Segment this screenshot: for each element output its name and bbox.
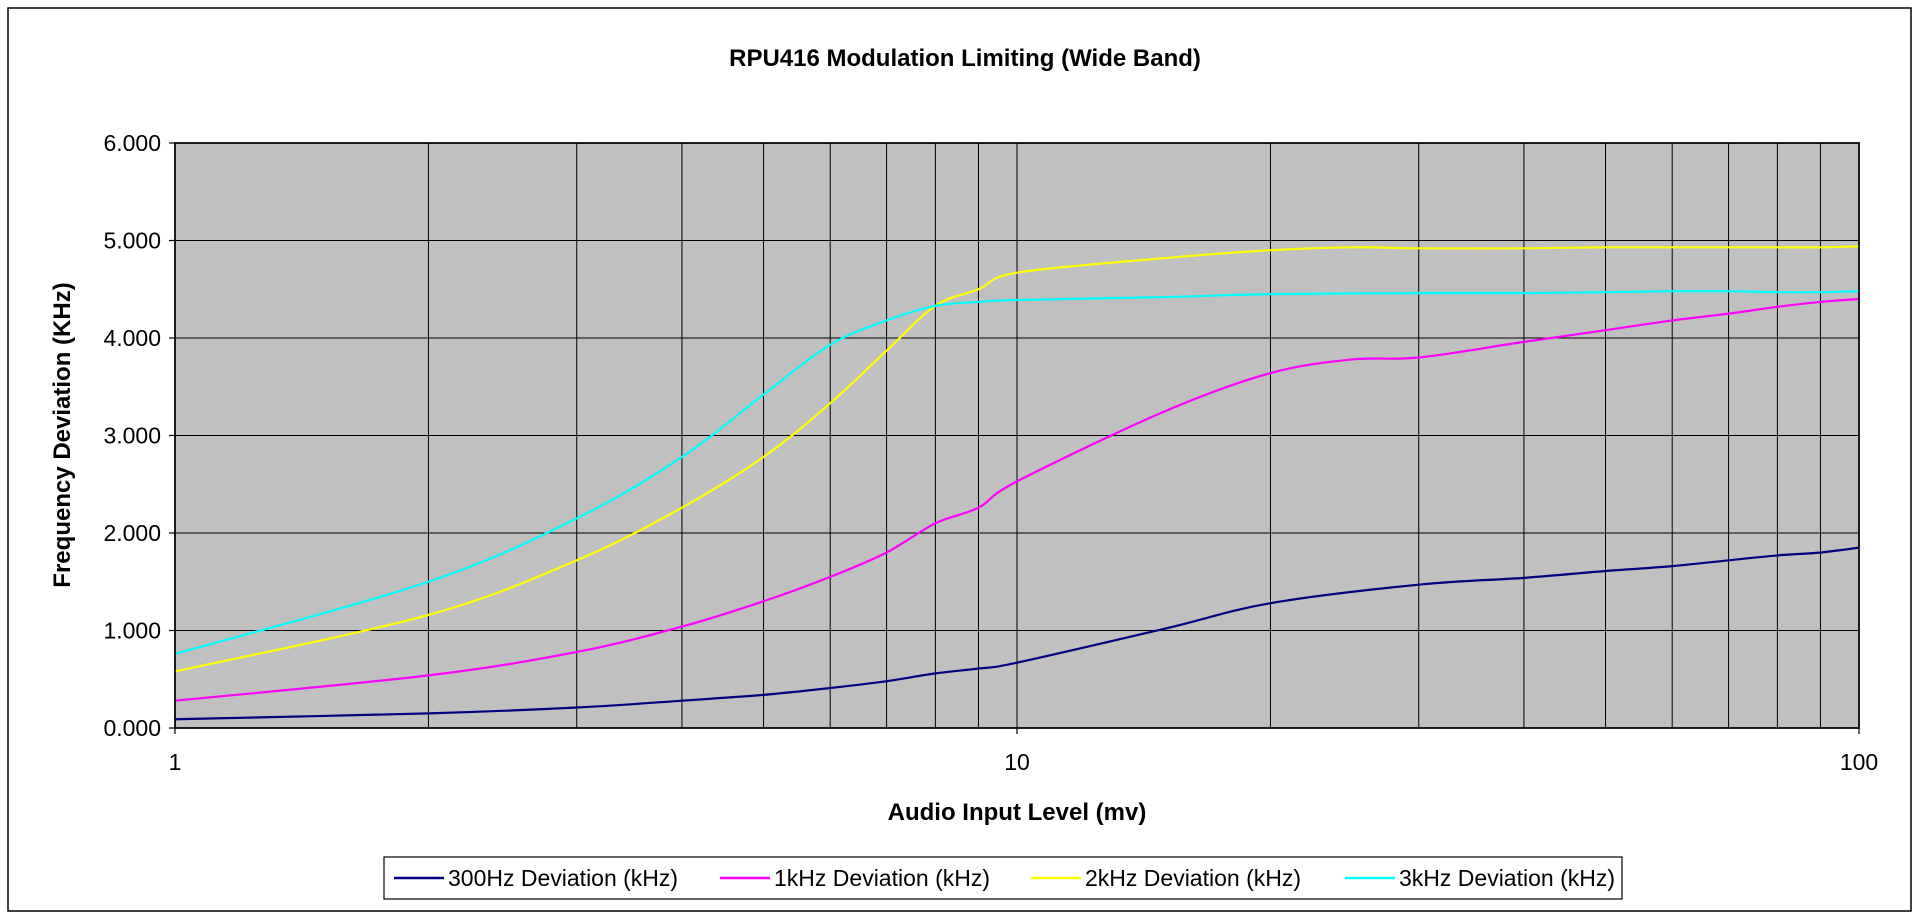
series-line-4 — [174, 289, 1860, 655]
y-tick-label: 3.000 — [103, 423, 161, 449]
series-layer — [174, 245, 1860, 721]
series-line-2 — [174, 297, 1860, 702]
plot-border — [174, 142, 1860, 729]
x-tick-label: 10 — [1004, 749, 1030, 775]
legend-label-3: 2kHz Deviation (kHz) — [1085, 865, 1301, 891]
y-tick-label: 1.000 — [103, 618, 161, 644]
legend-label-2: 1kHz Deviation (kHz) — [774, 865, 990, 891]
y-tick-label: 2.000 — [103, 520, 161, 546]
x-axis-title: Audio Input Level (mv) — [888, 799, 1147, 826]
y-axis-title: Frequency Deviation (KHz) — [49, 282, 76, 587]
y-tick-label: 5.000 — [103, 228, 161, 254]
legend-box — [383, 856, 1623, 900]
legend-label-4: 3kHz Deviation (kHz) — [1399, 865, 1615, 891]
series-line-3 — [174, 245, 1860, 673]
grid-layer — [175, 143, 1859, 728]
chart-title: RPU416 Modulation Limiting (Wide Band) — [729, 45, 1201, 72]
tick-labels: 0.000 1.000 2.000 3.000 4.000 5.000 6.000 1 10 10… — [103, 130, 1878, 775]
y-tick-label: 4.000 — [103, 325, 161, 351]
x-tick-label: 100 — [1840, 749, 1878, 775]
y-tick-label: 0.000 — [103, 715, 161, 741]
legend-label-1: 300Hz Deviation (kHz) — [448, 865, 678, 891]
series-line-1 — [174, 546, 1860, 721]
x-tick-label: 1 — [169, 749, 182, 775]
legend: 300Hz Deviation (kHz) 1kHz Deviation (kHz… — [394, 865, 1615, 891]
y-tick-label: 6.000 — [103, 130, 161, 156]
